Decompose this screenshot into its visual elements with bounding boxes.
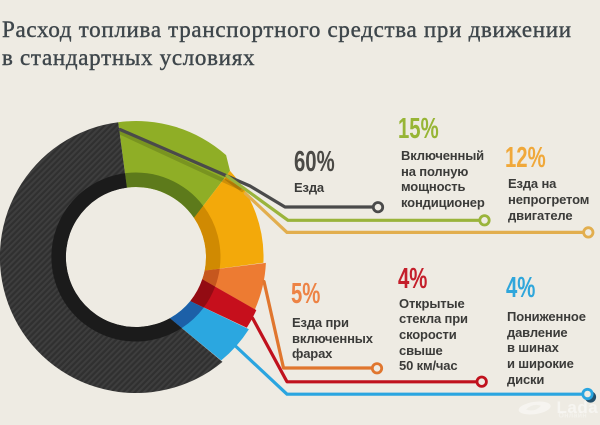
svg-text:Lada: Lada <box>557 398 599 417</box>
svg-text:Онлайн: Онлайн <box>559 412 587 420</box>
